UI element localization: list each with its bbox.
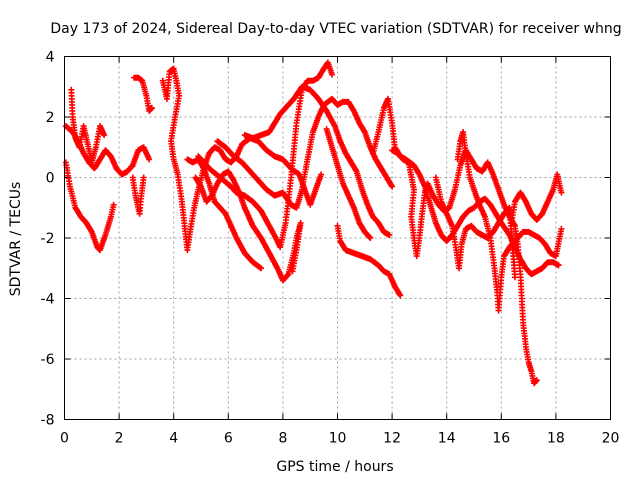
data-point-markers	[241, 83, 393, 238]
x-tick-label: 12	[383, 431, 401, 447]
y-tick-label: -8	[41, 413, 55, 429]
y-axis-label: SDTVAR / TECUs	[8, 182, 24, 297]
y-tick-label: -2	[41, 231, 55, 247]
data-point-markers	[454, 129, 565, 314]
x-tick-label: 2	[115, 431, 124, 447]
x-tick-label: 20	[602, 431, 620, 447]
data-point-markers	[323, 126, 374, 241]
data-point-markers	[334, 222, 404, 299]
chart-title: Day 173 of 2024, Sidereal Day-to-day VTE…	[50, 21, 621, 37]
y-tick-label: 2	[46, 110, 55, 126]
data-point-markers	[432, 171, 565, 281]
data-point-markers	[195, 59, 335, 251]
data-point-markers	[129, 174, 147, 217]
series-track-16	[432, 171, 565, 281]
series-track-3	[68, 86, 108, 166]
series-track-11	[241, 83, 393, 238]
data-point-markers	[131, 74, 155, 114]
series-track-8	[184, 156, 265, 272]
x-axis-label: GPS time / hours	[276, 459, 393, 475]
x-tick-label: 6	[224, 431, 233, 447]
x-tick-label: 4	[169, 431, 178, 447]
y-tick-label: 0	[46, 171, 55, 187]
y-tick-label: 4	[46, 50, 55, 66]
x-tick-label: 10	[329, 431, 347, 447]
series-track-12	[323, 126, 374, 241]
x-tick-label: 0	[60, 431, 69, 447]
y-tick-label: -4	[41, 292, 55, 308]
series-track-17	[454, 129, 565, 314]
x-tick-label: 14	[438, 431, 456, 447]
series-track-9	[195, 59, 335, 251]
series-track-2	[62, 159, 117, 254]
x-tick-label: 18	[547, 431, 565, 447]
x-tick-label: 16	[492, 431, 510, 447]
data-point-markers	[184, 156, 265, 272]
axes: 0 2 4 6 8 10 12 14 16 18 20 -8 -6 -4 -2 0 2 4	[41, 50, 620, 447]
y-tick-label: -6	[41, 352, 55, 368]
data-markers	[62, 59, 565, 387]
data-point-markers	[62, 159, 117, 254]
series-track-7	[192, 168, 304, 284]
data-point-markers	[68, 86, 108, 166]
series-track-4	[129, 174, 147, 217]
plot-frame	[64, 56, 611, 420]
series-track-13	[334, 222, 404, 299]
series-track-5	[131, 74, 155, 114]
x-tick-label: 8	[278, 431, 287, 447]
data-point-markers	[192, 168, 304, 284]
